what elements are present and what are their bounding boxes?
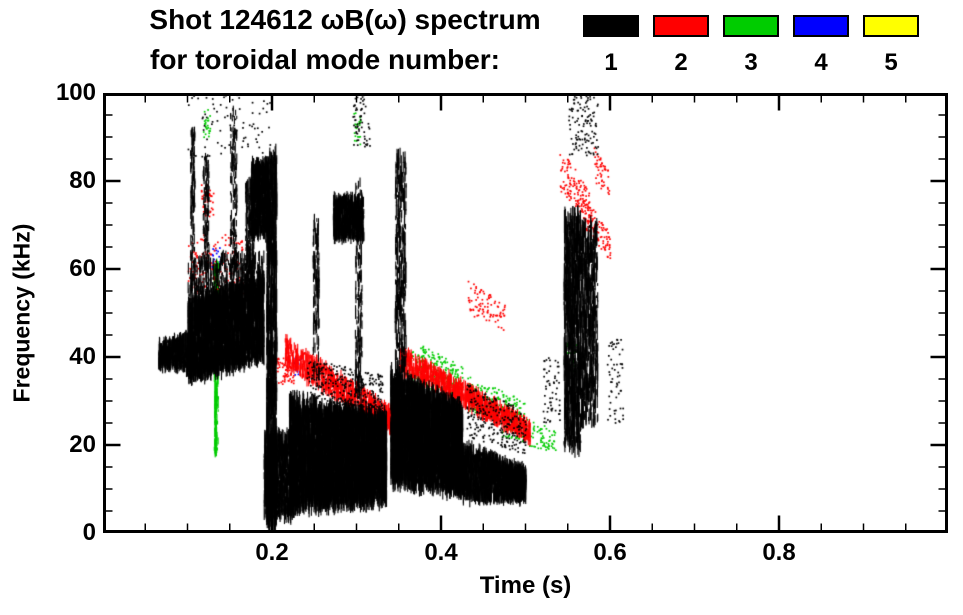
x-axis-label: Time (s) — [479, 572, 572, 599]
legend-label-mode-2: 2 — [674, 49, 688, 76]
legend-swatch-mode-3 — [723, 15, 779, 37]
x-tick-label: 0.4 — [424, 539, 458, 566]
legend-swatch-mode-2 — [653, 15, 709, 37]
y-axis-label: Frequency (kHz) — [8, 223, 35, 403]
y-tick-label: 40 — [69, 343, 96, 370]
legend-swatch-mode-5 — [863, 15, 919, 37]
legend-label-mode-4: 4 — [814, 49, 828, 76]
y-tick-label: 100 — [55, 79, 96, 106]
legend-label-mode-5: 5 — [884, 49, 898, 76]
legend-label-mode-1: 1 — [604, 49, 618, 76]
spectrogram-canvas — [103, 93, 948, 533]
x-tick-label: 0.6 — [593, 539, 627, 566]
x-tick-label: 0.2 — [255, 539, 289, 566]
legend-swatch-mode-4 — [793, 15, 849, 37]
y-tick-label: 80 — [69, 167, 96, 194]
y-tick-label: 60 — [69, 255, 96, 282]
chart-title: Shot 124612 ωB(ω) spectrum — [149, 4, 541, 35]
y-tick-label: 0 — [82, 519, 96, 546]
y-tick-label: 20 — [69, 431, 96, 458]
legend-label-mode-3: 3 — [744, 49, 758, 76]
x-tick-label: 0.8 — [762, 539, 796, 566]
chart-subtitle: for toroidal mode number: — [150, 44, 500, 75]
legend-swatch-mode-1 — [583, 15, 639, 37]
